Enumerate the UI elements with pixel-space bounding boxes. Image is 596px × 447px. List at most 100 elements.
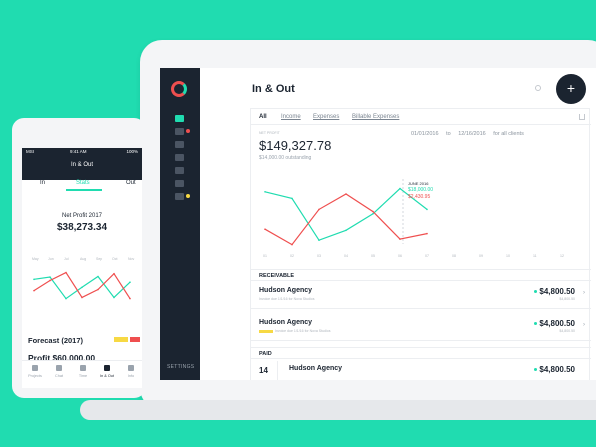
data-point xyxy=(399,187,401,190)
divider xyxy=(277,361,278,380)
data-point xyxy=(291,243,293,246)
carrier: MSI xyxy=(26,149,35,154)
net-profit-label: Net Profit 2017 xyxy=(61,213,103,219)
data-point xyxy=(97,275,99,278)
tab-out[interactable]: Out xyxy=(126,180,136,186)
x-tick-label: May xyxy=(32,257,39,261)
status-bar: MSI 9:41 AM 100% xyxy=(22,148,142,156)
net-profit-amount: $38,273.34 xyxy=(56,222,108,233)
x-tick-label: 12 xyxy=(560,254,564,258)
data-point xyxy=(81,286,83,289)
status-badge xyxy=(259,329,273,333)
client-name: Hudson Agency xyxy=(259,287,313,294)
series-line-expenses xyxy=(33,271,131,299)
x-tick-label: 02 xyxy=(290,254,294,258)
tooltip-date: JUNE 2016 xyxy=(408,181,429,186)
data-point xyxy=(33,289,35,292)
nav-info[interactable]: Info xyxy=(120,365,142,378)
finance-card: All Income Expenses Billable Expenses NE… xyxy=(250,108,591,380)
data-point xyxy=(65,271,67,274)
invoice-amount: $4,800.50 xyxy=(534,319,575,328)
paid-day: 14 xyxy=(259,366,268,375)
data-point xyxy=(399,238,401,240)
data-point xyxy=(372,213,374,215)
sidebar-people-icon[interactable] xyxy=(175,154,184,161)
sidebar-inbox-icon[interactable] xyxy=(175,180,184,187)
mobile-tabs: In Stats Out xyxy=(22,178,142,190)
x-tick-label: Jul xyxy=(64,257,69,261)
tab-all[interactable]: All xyxy=(259,114,267,120)
invoice-desc: Invoice due 1/1/16 for Nova Studios xyxy=(259,297,315,301)
net-profit-amount: $149,327.78 xyxy=(259,138,332,153)
mobile-title: In & Out xyxy=(22,156,142,180)
search-icon[interactable] xyxy=(535,85,541,91)
status-dot xyxy=(534,322,538,326)
sidebar-chat-icon[interactable] xyxy=(175,141,184,148)
invoice-desc: Invoice due 1/1/16 for Nova Studios xyxy=(259,329,330,333)
x-tick-label: Aug xyxy=(80,257,86,261)
battery: 100% xyxy=(126,149,138,154)
date-from[interactable]: 01/01/2016 xyxy=(411,131,439,137)
projects-icon xyxy=(32,365,38,371)
receivable-row[interactable]: Hudson Agency Invoice due 1/1/16 for Nov… xyxy=(251,281,591,309)
app-logo[interactable] xyxy=(171,81,187,97)
tooltip-expense: $2,430.95 xyxy=(408,194,430,200)
net-profit-label: NET PROFIT xyxy=(259,131,280,135)
data-point xyxy=(129,297,131,300)
nav-chat[interactable]: Chat xyxy=(48,365,70,378)
nav-in-out[interactable]: In & Out xyxy=(96,365,118,378)
tab-indicator xyxy=(66,189,102,191)
nav-time[interactable]: Time xyxy=(72,365,94,378)
info-icon xyxy=(128,365,134,371)
x-tick-label: Oct xyxy=(112,257,117,261)
x-tick-label: 08 xyxy=(452,254,456,258)
data-point xyxy=(49,276,51,278)
status-dot xyxy=(534,368,538,372)
paid-row[interactable]: 14 Hudson Agency $4,800.50 xyxy=(251,359,591,380)
settings-link[interactable]: SETTINGS xyxy=(167,364,195,370)
date-to-word: to xyxy=(446,131,451,137)
mobile-app: MSI 9:41 AM 100% In & Out In Stats Out N… xyxy=(22,148,142,388)
data-point xyxy=(97,288,99,291)
data-point xyxy=(65,297,67,300)
nav-projects[interactable]: Projects xyxy=(24,365,46,378)
data-point xyxy=(291,197,293,200)
tab-expenses[interactable]: Expenses xyxy=(313,114,340,120)
tab-in[interactable]: In xyxy=(40,180,46,186)
sidebar-projects-icon[interactable] xyxy=(175,128,184,135)
tab-stats[interactable]: Stats xyxy=(76,180,90,186)
forecast-badge xyxy=(114,337,128,342)
date-to[interactable]: 12/16/2016 xyxy=(458,131,486,137)
in-out-icon xyxy=(104,365,110,371)
x-tick-label: 05 xyxy=(371,254,375,258)
sidebar-time-icon[interactable] xyxy=(175,167,184,174)
mobile-chart: May Jun Jul Aug Sep Oct Nov xyxy=(32,257,134,300)
sidebar-calendar-icon[interactable] xyxy=(175,193,184,200)
data-point xyxy=(264,228,266,230)
laptop-base xyxy=(80,400,596,420)
x-tick-label: 03 xyxy=(317,254,321,258)
invoice-sub: $4,800.50 xyxy=(559,297,575,301)
tab-bar: All Income Expenses Billable Expenses xyxy=(251,109,591,125)
outstanding-amount: $14,000.00 outstanding xyxy=(259,155,312,161)
data-point xyxy=(345,193,347,195)
clients-filter[interactable]: for all clients xyxy=(493,131,524,137)
add-button[interactable]: + xyxy=(556,74,586,104)
x-tick-label: 07 xyxy=(425,254,429,258)
x-tick-label: 04 xyxy=(344,254,348,258)
forecast-title: Forecast (2017) xyxy=(28,336,84,345)
receivable-row[interactable]: Hudson Agency Invoice due 1/1/16 for Nov… xyxy=(251,313,591,341)
share-icon[interactable] xyxy=(579,114,585,120)
time-icon xyxy=(80,365,86,371)
data-point xyxy=(113,296,115,299)
sidebar-dashboard-icon[interactable] xyxy=(175,115,184,122)
x-tick-label: 01 xyxy=(263,254,267,258)
data-point xyxy=(49,279,51,282)
tab-billable-expenses[interactable]: Billable Expenses xyxy=(352,114,400,120)
x-tick-label: Sep xyxy=(96,257,102,261)
status-dot xyxy=(534,290,538,294)
bottom-nav: Projects Chat Time In & Out Info xyxy=(22,360,142,388)
forecast-profit: Profit $60,000.00 xyxy=(28,353,96,363)
tab-income[interactable]: Income xyxy=(281,114,301,120)
x-tick-label: 10 xyxy=(506,254,510,258)
